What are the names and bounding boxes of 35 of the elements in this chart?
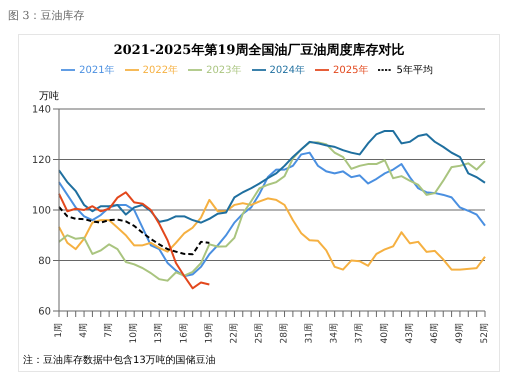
x-tick-label: 16周	[178, 323, 190, 344]
text: 注：豆油库存数据中包含13万吨的国储豆油	[22, 354, 217, 368]
x-tick-label: 4周	[78, 323, 90, 338]
chart-subtitle: 图 3：豆油库存	[8, 8, 86, 24]
legend-label: 2022年	[142, 65, 178, 76]
x-tick-label: 52周	[479, 323, 490, 344]
legend-label: 2023年	[206, 65, 242, 76]
y-axis-title: 万吨	[39, 90, 59, 103]
y-tick-label: 60	[38, 306, 51, 318]
y-tick-label: 140	[32, 104, 51, 116]
y-tick-label: 80	[38, 256, 51, 268]
x-tick-label: 28周	[278, 323, 290, 344]
line-series	[58, 206, 210, 256]
x-tick-label: 49周	[454, 323, 465, 344]
x-tick-label: 46周	[428, 323, 440, 344]
legend-label: 2025年	[332, 65, 368, 76]
x-tick-label: 25周	[253, 323, 264, 344]
y-tick-label: 120	[32, 155, 51, 166]
legend-label: 2024年	[270, 65, 305, 76]
x-tick-label: 10周	[128, 323, 140, 344]
chart-title: 2021-2025年第19周全国油厂豆油周度库存对比	[112, 42, 406, 59]
x-tick-label: 22周	[228, 323, 240, 344]
x-tick-label: 34周	[328, 323, 340, 344]
x-tick-label: 31周	[304, 323, 315, 344]
x-tick-label: 19周	[203, 323, 214, 344]
legend-label: 2021年	[79, 65, 115, 76]
x-tick-label: 1周	[53, 323, 64, 338]
y-tick-label: 100	[32, 206, 51, 217]
x-tick-label: 13周	[153, 323, 164, 344]
x-tick-label: 37周	[354, 323, 365, 344]
x-tick-label: 7周	[103, 323, 114, 338]
x-tick-label: 43周	[404, 323, 415, 344]
line-series	[58, 191, 210, 290]
x-tick-label: 40周	[378, 323, 390, 344]
legend-label: 5年平均	[396, 65, 433, 76]
